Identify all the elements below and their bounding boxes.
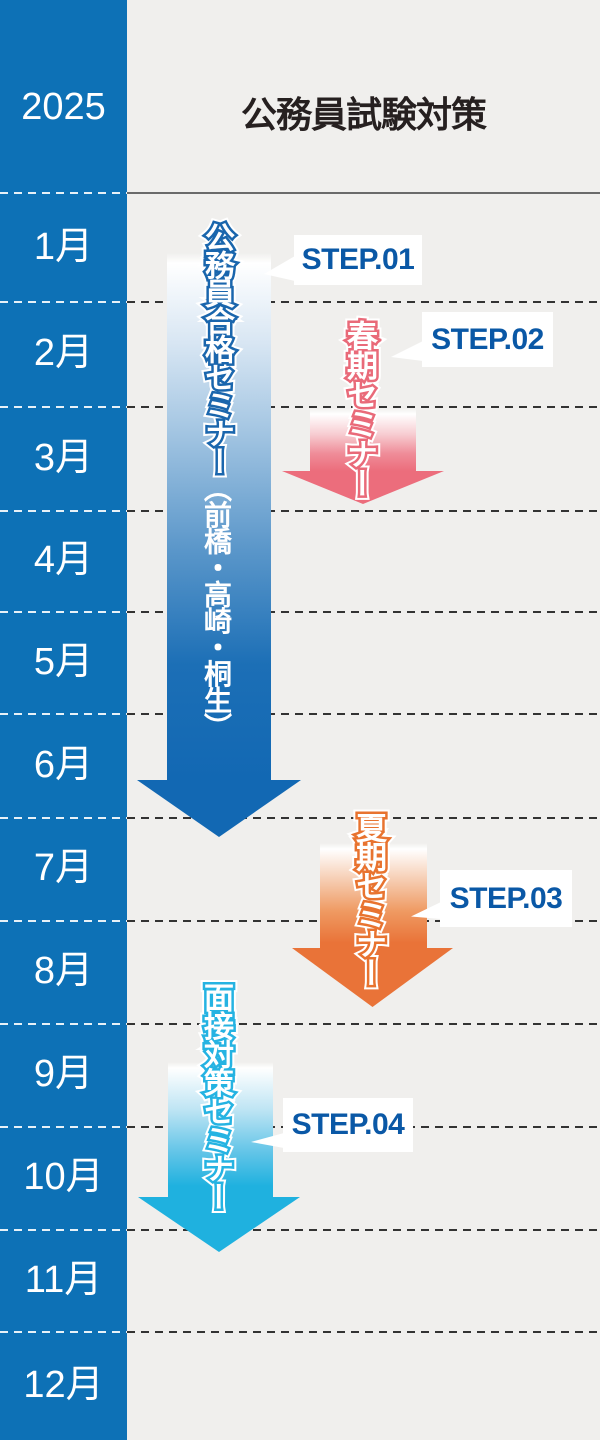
step-badge-label: STEP.01: [301, 243, 415, 276]
month-divider: [0, 1023, 600, 1025]
step-badge-label: STEP.04: [291, 1108, 405, 1141]
arrow-shaft: [168, 1062, 273, 1197]
arrow-shaft: [320, 843, 427, 948]
month-divider: [0, 301, 600, 303]
year-label: 2025: [21, 86, 106, 128]
month-divider: [0, 817, 600, 819]
step-badge-04: STEP.04: [251, 1098, 413, 1152]
month-label-9: 9月: [33, 1053, 94, 1095]
month-label-4: 4月: [33, 539, 94, 581]
month-divider: [0, 406, 600, 408]
arrow-shaft: [167, 253, 271, 781]
arrow-shaft: [310, 408, 416, 471]
seminar-label-step03: 夏期セミナー 夏期セミナー 夏期セミナー: [347, 808, 391, 991]
month-label-8: 8月: [33, 950, 94, 992]
month-divider: [0, 1331, 600, 1333]
step-badge-02: STEP.02: [391, 312, 553, 367]
month-label-7: 7月: [33, 847, 94, 889]
month-label-1: 1月: [33, 226, 94, 268]
month-divider: [0, 713, 600, 715]
page-title: 公務員試験対策: [240, 94, 487, 135]
seminar-label-step02: 春期セミナー 春期セミナー 春期セミナー: [338, 316, 382, 502]
seminar-label-step04: 面接対策セミナー 面接対策セミナー 面接対策セミナー: [195, 978, 237, 1215]
header-divider: [0, 192, 600, 194]
month-divider: [0, 1229, 600, 1231]
month-label-5: 5月: [33, 641, 94, 683]
month-divider: [0, 920, 600, 922]
month-label-12: 12月: [23, 1364, 104, 1406]
month-divider: [0, 510, 600, 512]
month-divider: [0, 611, 600, 613]
month-label-10: 10月: [23, 1156, 104, 1198]
badge-pointer-icon: [391, 341, 423, 361]
timeline-sidebar: [0, 0, 127, 1440]
step-badge-label: STEP.02: [431, 323, 544, 356]
month-label-2: 2月: [33, 332, 94, 374]
month-label-11: 11月: [24, 1259, 103, 1301]
step-badge-01: STEP.01: [264, 235, 422, 285]
month-label-6: 6月: [33, 744, 94, 786]
seminar-label-step01: 公務員合格セミナー（前橋・高崎・桐生） 公務員合格セミナー（前橋・高崎・桐生） …: [196, 218, 238, 740]
step-badge-label: STEP.03: [449, 882, 563, 915]
month-label-3: 3月: [33, 437, 94, 479]
step-badge-03: STEP.03: [411, 870, 572, 927]
arrow-head-down-icon: [137, 780, 301, 837]
